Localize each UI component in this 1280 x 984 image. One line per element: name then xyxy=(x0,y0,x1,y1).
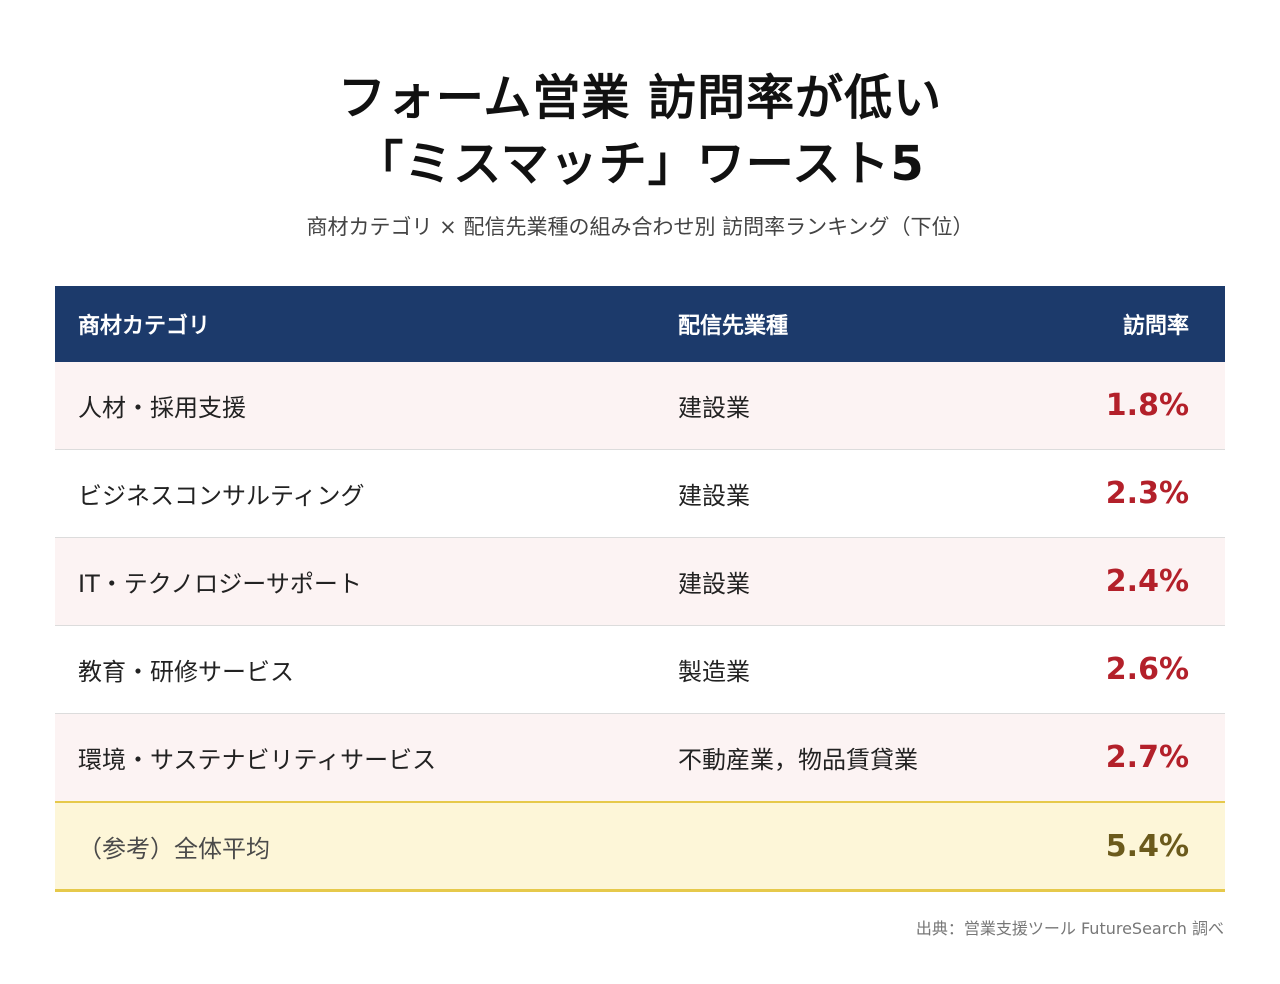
table-row: 教育・研修サービス 製造業 2.6% xyxy=(55,626,1225,714)
row-category: ビジネスコンサルティング xyxy=(78,482,365,510)
row-industry: 建設業 xyxy=(678,482,750,510)
row-industry: 製造業 xyxy=(678,658,750,686)
table-row: 人材・採用支援 建設業 1.8% xyxy=(55,362,1225,450)
row-industry: 不動産業，物品賃貸業 xyxy=(678,746,918,774)
header-rate: 訪問率 xyxy=(1122,314,1189,339)
source-note: 出典：営業支援ツール FutureSearch 調べ xyxy=(915,919,1224,938)
row-industry: 建設業 xyxy=(678,570,750,598)
row-rate: 2.3% xyxy=(1105,476,1189,511)
table-row: ビジネスコンサルティング 建設業 2.3% xyxy=(55,450,1225,538)
row-rate: 1.8% xyxy=(1105,388,1189,423)
page-title-line1: フォーム営業 訪問率が低い xyxy=(337,70,943,126)
row-rate: 2.4% xyxy=(1105,564,1189,599)
row-category: 人材・採用支援 xyxy=(78,394,246,422)
table-row: IT・テクノロジーサポート 建設業 2.4% xyxy=(55,538,1225,626)
row-category: IT・テクノロジーサポート xyxy=(78,570,362,598)
average-row: （参考）全体平均 5.4% xyxy=(55,801,1225,892)
page-title-line2: 「ミスマッチ」ワースト5 xyxy=(355,136,925,192)
page-subtitle: 商材カテゴリ × 配信先業種の組み合わせ別 訪問率ランキング（下位） xyxy=(306,215,974,239)
table-header: 商材カテゴリ 配信先業種 訪問率 xyxy=(55,286,1225,362)
row-industry: 建設業 xyxy=(678,394,750,422)
average-label: （参考）全体平均 xyxy=(78,834,270,863)
row-category: 教育・研修サービス xyxy=(78,658,294,686)
ranking-table: 商材カテゴリ 配信先業種 訪問率 人材・採用支援 建設業 1.8% ビジネスコン… xyxy=(55,286,1225,892)
row-category: 環境・サステナビリティサービス xyxy=(78,746,437,774)
header-industry: 配信先業種 xyxy=(678,314,789,339)
table-row: 環境・サステナビリティサービス 不動産業，物品賃貸業 2.7% xyxy=(55,714,1225,801)
row-rate: 2.7% xyxy=(1105,740,1189,775)
row-rate: 2.6% xyxy=(1105,652,1189,687)
average-rate: 5.4% xyxy=(1105,828,1189,864)
header-category: 商材カテゴリ xyxy=(78,314,211,339)
